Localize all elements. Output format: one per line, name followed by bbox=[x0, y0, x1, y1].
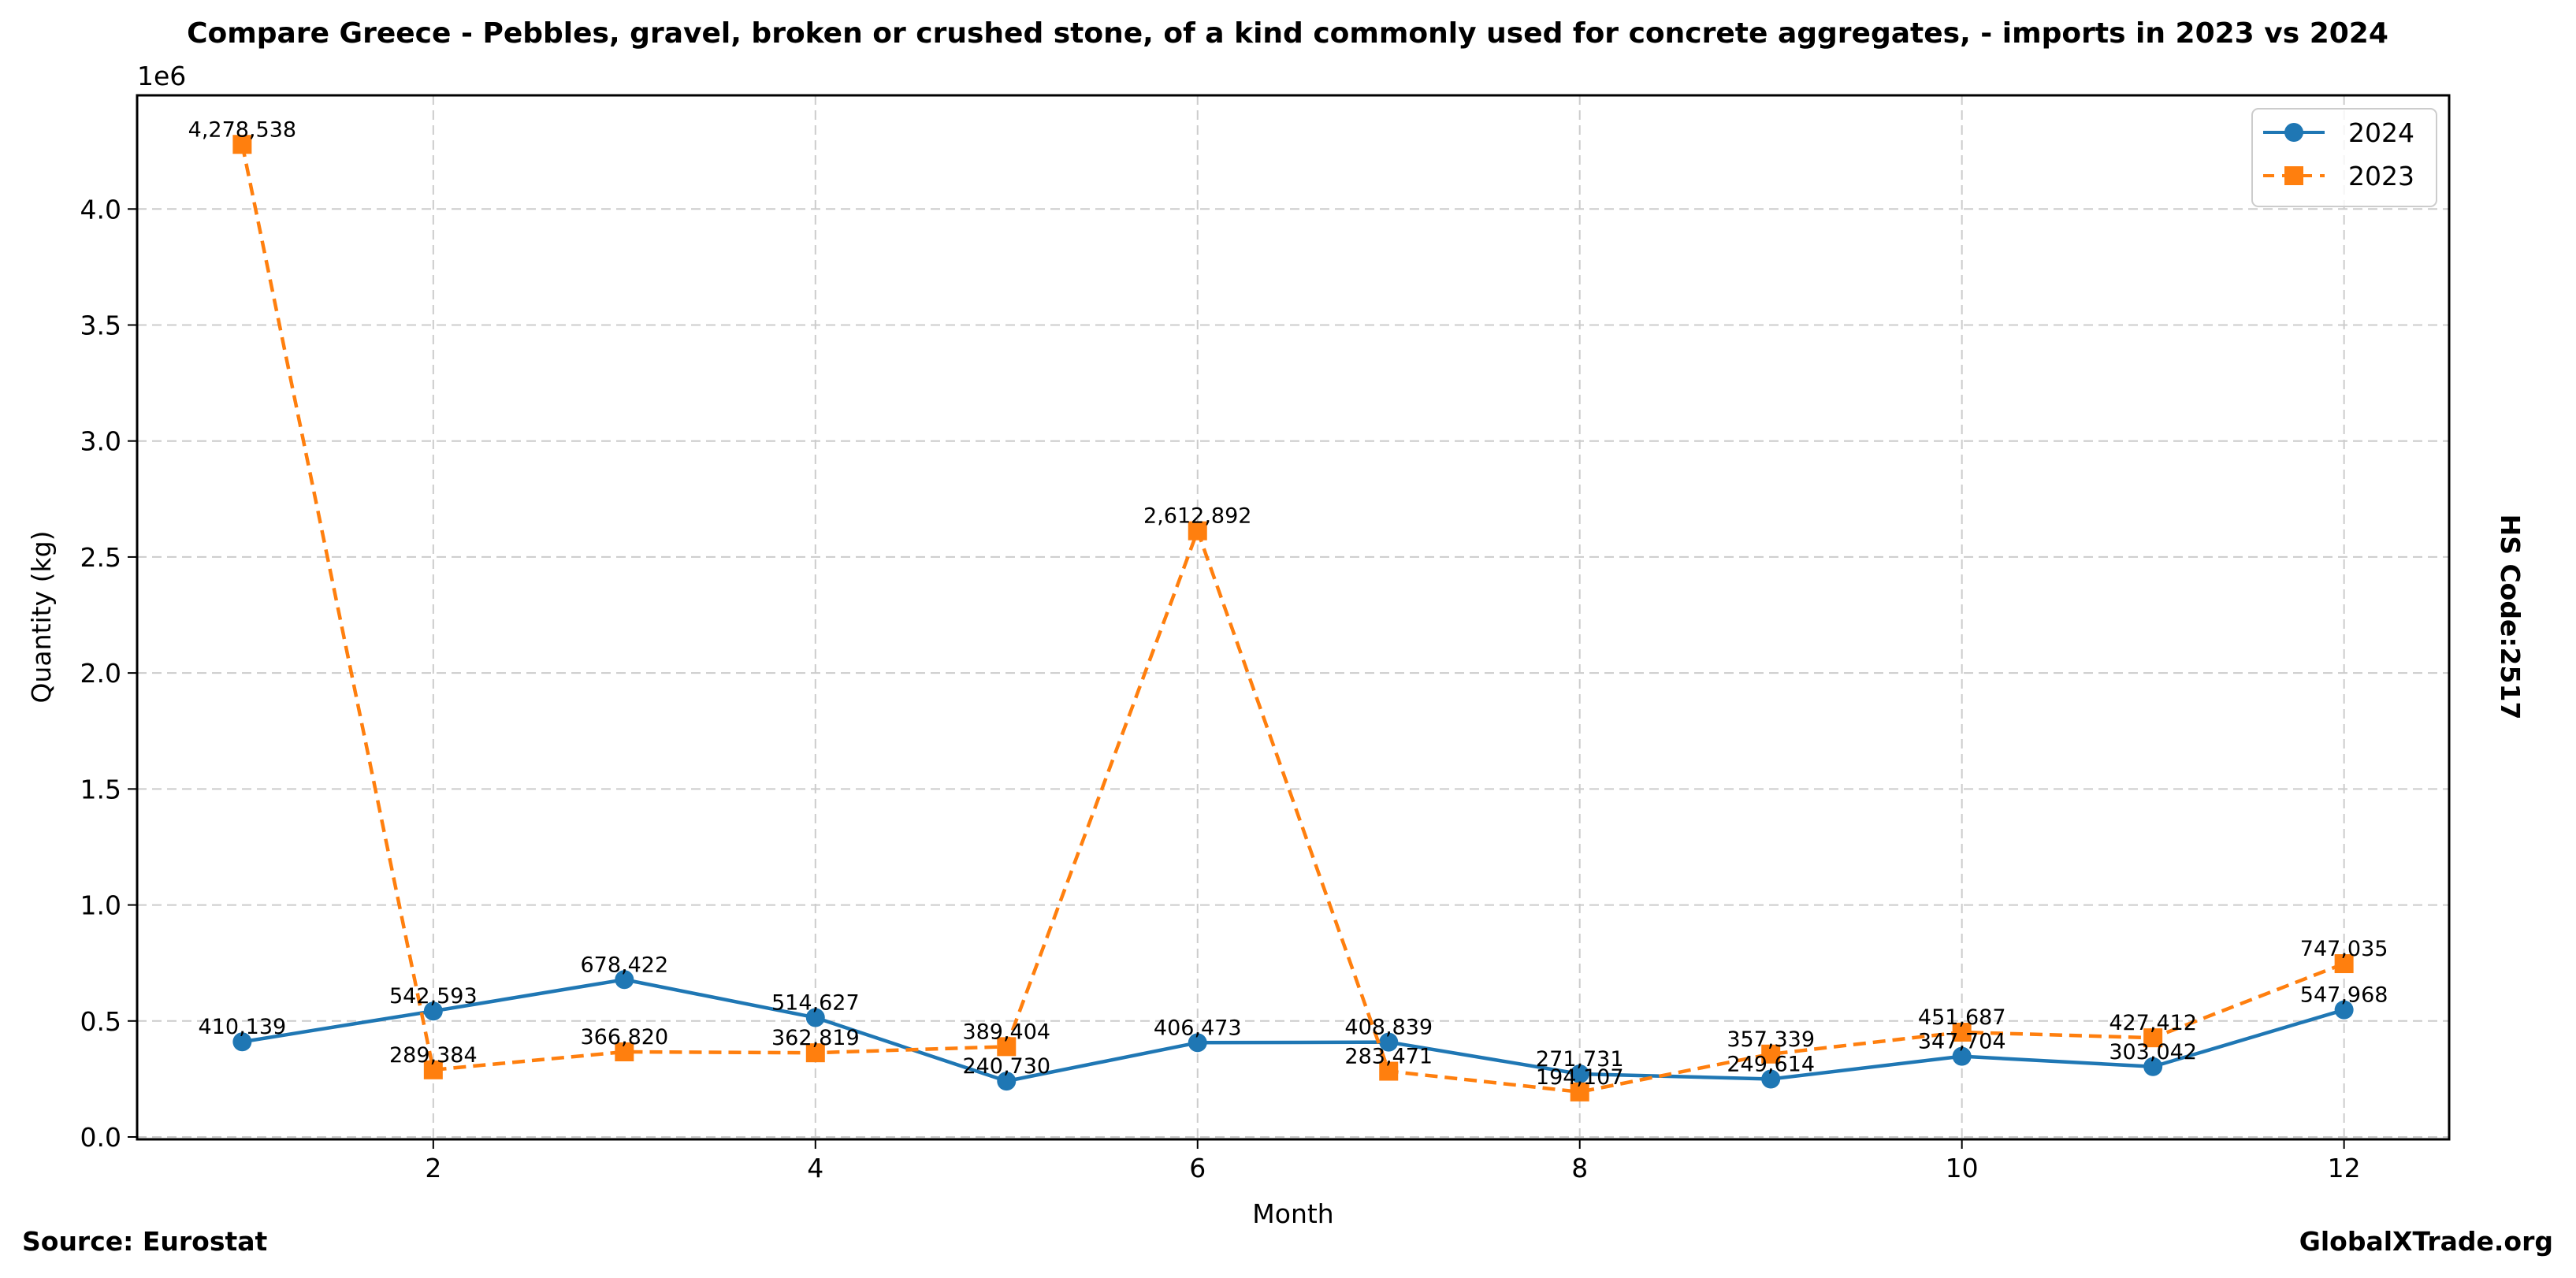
y-tick-label: 0.0 bbox=[80, 1122, 121, 1153]
y-tick-label: 2.0 bbox=[80, 658, 121, 689]
data-label-2024: 406,473 bbox=[1154, 1016, 1242, 1040]
y-tick-label: 4.0 bbox=[80, 194, 121, 225]
data-label-2023: 289,384 bbox=[389, 1043, 478, 1068]
data-point-2023 bbox=[232, 135, 252, 154]
data-point-2024 bbox=[423, 1001, 443, 1021]
data-label-2023: 2,612,892 bbox=[1143, 504, 1251, 529]
data-label-2024: 249,614 bbox=[1727, 1053, 1815, 1077]
plot-frame bbox=[136, 94, 2451, 1141]
data-label-2024: 303,042 bbox=[2109, 1040, 2197, 1064]
data-label-2024: 542,593 bbox=[389, 984, 478, 1009]
legend-label-2023: 2023 bbox=[2348, 161, 2414, 191]
x-tick-label: 8 bbox=[1571, 1153, 1588, 1183]
brand-label: GlobalXTrade.org bbox=[2299, 1226, 2553, 1257]
y-tick-label: 3.0 bbox=[80, 426, 121, 457]
data-labels: 410,139 542,593 678,422 514,627 240,730 406,4… bbox=[188, 117, 2388, 1090]
x-tick-label: 12 bbox=[2328, 1153, 2361, 1183]
data-point-2023 bbox=[1188, 521, 1207, 541]
data-point-2024 bbox=[615, 970, 634, 990]
series-line-2023 bbox=[240, 143, 2345, 1094]
data-label-2024: 240,730 bbox=[962, 1054, 1050, 1079]
data-label-2024: 547,968 bbox=[2300, 983, 2388, 1008]
data-point-2023 bbox=[2334, 954, 2354, 974]
data-point-2024 bbox=[1379, 1032, 1399, 1052]
y-axis-label: Quantity (kg) bbox=[26, 531, 57, 704]
y-tick-label: 1.5 bbox=[80, 774, 121, 804]
data-label-2023: 4,278,538 bbox=[188, 117, 296, 142]
y-tick-label: 1.0 bbox=[80, 890, 121, 921]
series-line-2024 bbox=[242, 978, 2345, 1083]
legend-item-2024: 2024 bbox=[2263, 117, 2414, 148]
y-offset-label: 1e6 bbox=[137, 61, 186, 91]
data-label-2023: 747,035 bbox=[2300, 937, 2388, 961]
legend-marker-2024 bbox=[2284, 123, 2303, 142]
data-point-2023 bbox=[615, 1042, 634, 1061]
grid bbox=[137, 95, 2449, 1139]
source-label: Source: Eurostat bbox=[22, 1226, 268, 1257]
data-label-2023: 194,107 bbox=[1536, 1065, 1624, 1090]
data-label-2024: 347,704 bbox=[1918, 1030, 2006, 1054]
data-point-2023 bbox=[1570, 1082, 1589, 1102]
data-label-2023: 283,471 bbox=[1344, 1045, 1433, 1069]
data-point-2024 bbox=[1570, 1064, 1589, 1083]
data-point-2024 bbox=[1188, 1033, 1207, 1053]
data-point-2024 bbox=[1761, 1069, 1781, 1089]
data-point-2024 bbox=[2143, 1057, 2163, 1076]
data-label-2024: 678,422 bbox=[580, 953, 668, 977]
x-axis: 2 4 6 8 10 12 bbox=[425, 1139, 2361, 1183]
data-point-2024 bbox=[997, 1072, 1017, 1091]
data-label-2023: 362,819 bbox=[771, 1026, 860, 1050]
legend-item-2023: 2023 bbox=[2263, 161, 2414, 191]
data-point-2023 bbox=[997, 1037, 1017, 1057]
x-tick-label: 2 bbox=[425, 1153, 441, 1183]
x-tick-label: 6 bbox=[1189, 1153, 1206, 1183]
data-point-2023 bbox=[1379, 1061, 1399, 1081]
data-point-2023 bbox=[805, 1043, 825, 1063]
data-label-2023: 366,820 bbox=[580, 1025, 668, 1050]
data-label-2024: 514,627 bbox=[771, 990, 860, 1015]
data-point-2023 bbox=[1952, 1023, 1972, 1042]
legend: 2024 2023 bbox=[2251, 108, 2437, 207]
data-point-2024 bbox=[232, 1032, 252, 1052]
x-tick-label: 10 bbox=[1946, 1153, 1979, 1183]
data-label-2023: 427,412 bbox=[2109, 1011, 2197, 1035]
series-2024 bbox=[232, 970, 2354, 1091]
data-label-2023: 389,404 bbox=[962, 1020, 1050, 1044]
data-label-2023: 357,339 bbox=[1727, 1027, 1815, 1052]
data-label-2023: 451,687 bbox=[1918, 1005, 2006, 1030]
data-point-2023 bbox=[1761, 1044, 1781, 1064]
data-point-2023 bbox=[2143, 1028, 2163, 1048]
hs-code-label: HS Code:2517 bbox=[2495, 515, 2526, 720]
data-label-2024: 408,839 bbox=[1344, 1016, 1433, 1040]
chart-title: Compare Greece - Pebbles, gravel, broken… bbox=[187, 17, 2388, 50]
series-layer bbox=[232, 135, 2354, 1102]
x-tick-label: 4 bbox=[807, 1153, 823, 1183]
y-tick-label: 3.5 bbox=[80, 310, 121, 340]
legend-label-2024: 2024 bbox=[2348, 117, 2414, 148]
series-2023 bbox=[232, 135, 2354, 1102]
data-point-2024 bbox=[805, 1008, 825, 1027]
data-point-2024 bbox=[2334, 1000, 2354, 1020]
x-axis-label: Month bbox=[1252, 1198, 1333, 1229]
data-point-2023 bbox=[423, 1060, 443, 1079]
legend-marker-2023 bbox=[2284, 166, 2303, 185]
data-label-2024: 271,731 bbox=[1536, 1047, 1624, 1072]
y-tick-label: 2.5 bbox=[80, 542, 121, 573]
y-tick-label: 0.5 bbox=[80, 1006, 121, 1037]
data-point-2024 bbox=[1952, 1046, 1972, 1066]
data-label-2024: 410,139 bbox=[199, 1015, 287, 1039]
y-axis: 0.0 0.5 1.0 1.5 2.0 2.5 3.0 3.5 4.0 bbox=[80, 194, 137, 1153]
